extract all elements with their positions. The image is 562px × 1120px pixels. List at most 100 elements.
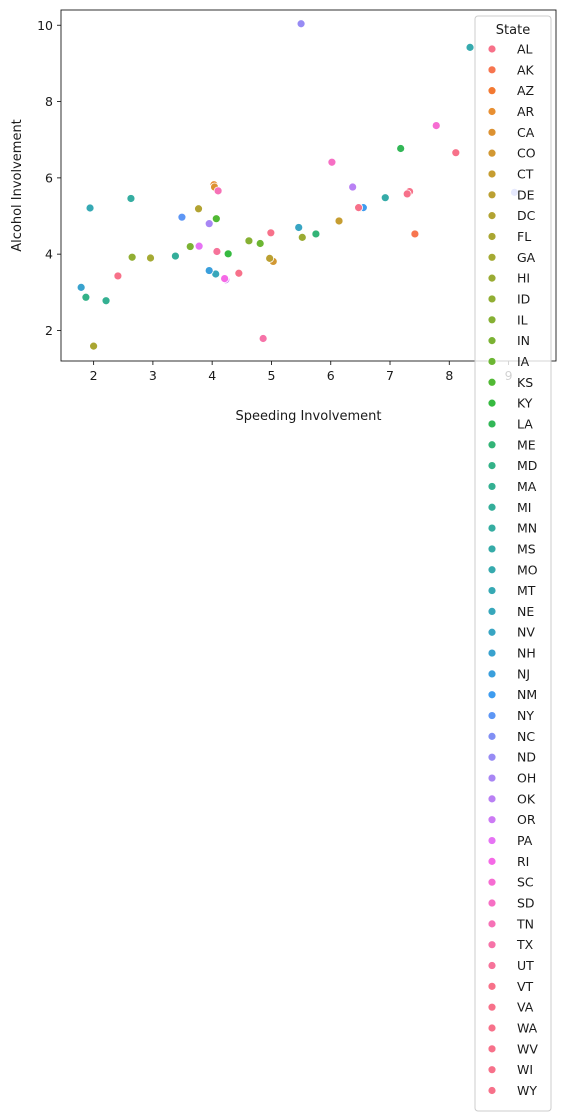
data-point-sc xyxy=(431,121,441,131)
legend-marker-va xyxy=(487,1002,497,1012)
data-point-fl xyxy=(89,341,99,351)
legend-marker-in xyxy=(487,336,497,346)
legend-label-wy: WY xyxy=(517,1083,537,1098)
data-point-dc xyxy=(194,204,203,214)
data-point-va xyxy=(234,268,244,278)
data-point-de xyxy=(265,253,275,263)
legend-marker-ca xyxy=(487,127,497,137)
legend-label-co: CO xyxy=(517,146,536,161)
legend-label-ny: NY xyxy=(517,708,534,723)
data-point-ok xyxy=(348,182,358,192)
legend-marker-wi xyxy=(487,1065,497,1075)
legend: State AL AK AZ AR CA CO CT DE DC FL GA HI ID IL IN IA KS… xyxy=(474,15,552,1112)
legend-marker-wy xyxy=(487,1086,497,1095)
data-point-id xyxy=(127,252,137,262)
legend-marker-ri xyxy=(487,856,497,866)
legend-marker-al xyxy=(487,44,497,54)
legend-label-dc: DC xyxy=(517,208,536,223)
data-point-tn xyxy=(213,186,223,196)
data-point-me xyxy=(311,229,321,239)
legend-marker-ma xyxy=(487,482,497,491)
data-point-vt xyxy=(113,271,123,281)
legend-marker-tx xyxy=(487,940,497,950)
legend-marker-tn xyxy=(487,919,497,929)
legend-marker-ms xyxy=(487,544,497,554)
x-tick-label: 3 xyxy=(149,368,157,383)
legend-marker-ak xyxy=(487,65,497,75)
legend-marker-mo xyxy=(487,565,497,575)
x-ticks: 23456789 xyxy=(90,361,513,383)
legend-marker-nv xyxy=(487,627,497,637)
legend-marker-il xyxy=(487,315,497,325)
data-point-mt xyxy=(85,203,95,213)
legend-label-ky: KY xyxy=(517,396,533,411)
legend-marker-mi xyxy=(487,502,497,512)
x-tick-label: 2 xyxy=(90,368,98,383)
legend-marker-ut xyxy=(487,961,497,970)
data-point-mo xyxy=(465,42,475,52)
data-point-ct xyxy=(334,216,344,226)
legend-marker-la xyxy=(487,419,497,429)
legend-label-ga: GA xyxy=(517,250,536,265)
legend-marker-oh xyxy=(487,773,497,783)
data-point-il xyxy=(244,236,254,246)
data-point-hi xyxy=(297,232,307,242)
data-point-la xyxy=(396,144,406,153)
data-point-mn xyxy=(126,194,136,203)
legend-marker-hi xyxy=(487,273,497,283)
data-point-nj xyxy=(204,266,214,275)
legend-marker-wv xyxy=(487,1044,497,1054)
legend-label-wi: WI xyxy=(517,1062,533,1077)
legend-box xyxy=(474,15,552,1112)
data-point-ak xyxy=(410,229,420,239)
x-tick-label: 5 xyxy=(267,368,275,383)
data-point-ia xyxy=(255,239,265,248)
legend-marker-dc xyxy=(487,211,497,221)
legend-label-sc: SC xyxy=(517,875,534,890)
legend-marker-ar xyxy=(487,107,497,116)
legend-label-ms: MS xyxy=(517,541,536,556)
legend-label-sd: SD xyxy=(517,896,535,911)
legend-marker-mt xyxy=(487,586,497,595)
legend-marker-pa xyxy=(487,836,497,845)
legend-label-wa: WA xyxy=(517,1021,538,1036)
y-ticks: 2 4 6 8 10 xyxy=(37,18,61,338)
legend-marker-ne xyxy=(487,607,497,616)
legend-label-al: AL xyxy=(517,42,533,57)
legend-label-or: OR xyxy=(517,812,536,827)
legend-label-nc: NC xyxy=(517,729,535,744)
legend-label-mo: MO xyxy=(517,562,538,577)
legend-label-il: IL xyxy=(517,312,528,327)
y-axis-label: Alcohol Involvement xyxy=(10,119,25,252)
data-point-mi xyxy=(171,251,180,261)
plot-frame xyxy=(60,9,557,362)
legend-marker-az xyxy=(487,86,497,96)
legend-label-ma: MA xyxy=(517,479,537,494)
legend-label-vt: VT xyxy=(517,979,534,994)
legend-marker-nm xyxy=(487,690,497,700)
y-tick-label: 2 xyxy=(45,323,53,338)
x-axis-label: Speeding Involvement xyxy=(235,409,381,424)
legend-label-id: ID xyxy=(517,291,530,306)
legend-marker-ga xyxy=(487,252,497,262)
legend-label-tx: TX xyxy=(516,937,534,952)
data-point-wy xyxy=(354,203,363,213)
data-point-wv xyxy=(451,148,461,158)
legend-label-nj: NJ xyxy=(517,666,530,681)
legend-marker-vt xyxy=(487,981,497,991)
data-point-tx xyxy=(258,334,268,343)
y-tick-label: 10 xyxy=(37,18,53,33)
legend-label-de: DE xyxy=(517,187,535,202)
legend-marker-nj xyxy=(487,669,497,679)
data-point-md xyxy=(81,292,91,302)
plot-area xyxy=(61,10,556,361)
legend-label-nh: NH xyxy=(517,646,536,661)
legend-marker-md xyxy=(487,461,497,471)
x-tick-label: 8 xyxy=(445,368,453,383)
legend-label-ia: IA xyxy=(517,354,530,369)
legend-marker-mn xyxy=(487,523,497,533)
legend-label-ok: OK xyxy=(517,791,536,806)
legend-label-hi: HI xyxy=(517,271,530,286)
y-tick-label: 6 xyxy=(45,170,53,185)
